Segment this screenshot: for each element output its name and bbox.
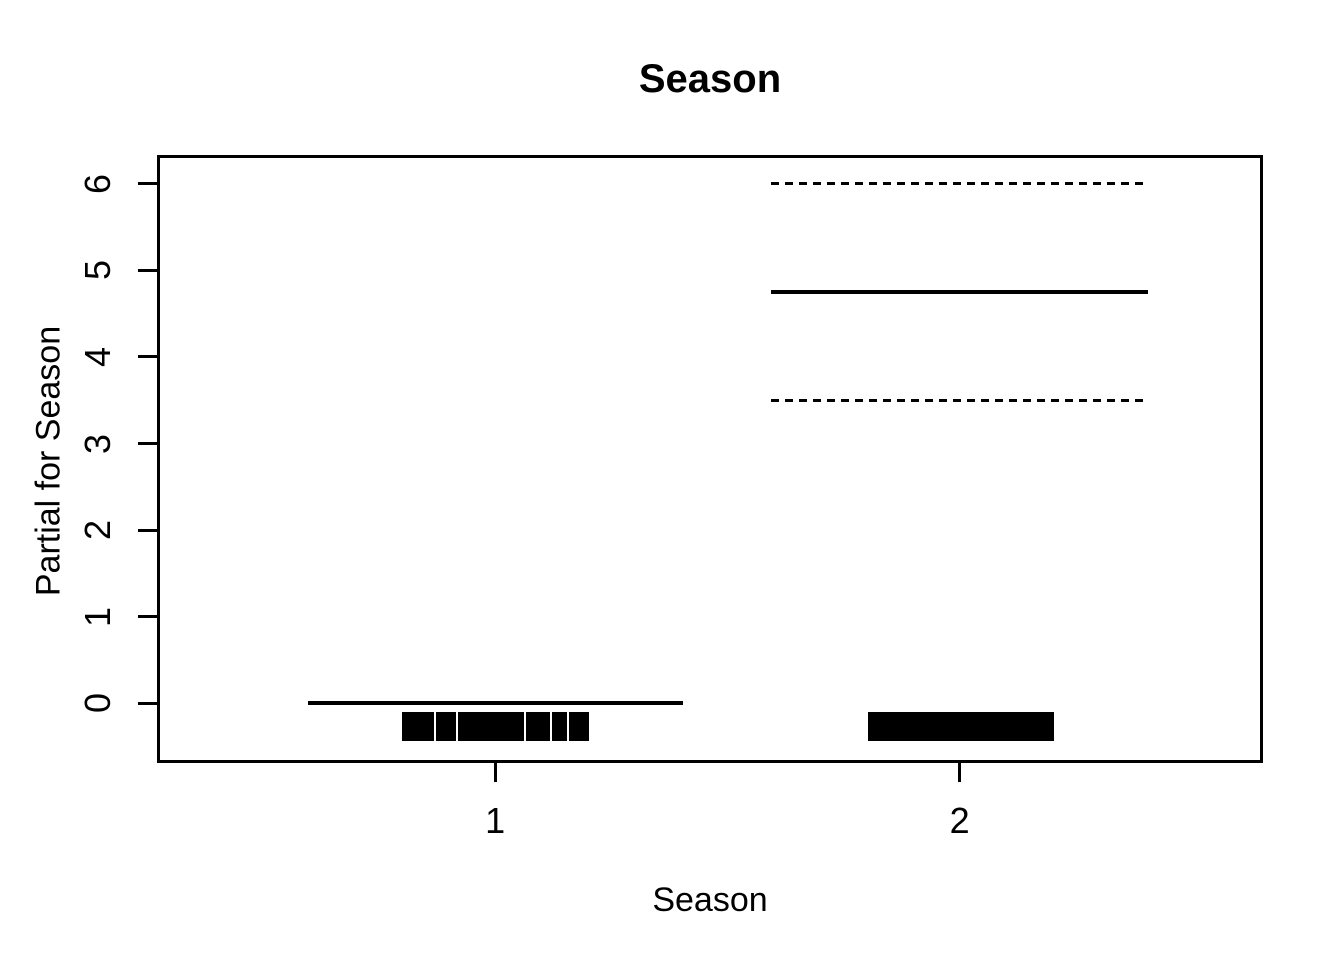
- rug-mark-season-1: [435, 711, 457, 742]
- x-tick-label: 2: [949, 800, 970, 841]
- y-axis-tick: [138, 268, 157, 272]
- rug-mark-season-2: [867, 711, 1054, 742]
- se-lower-season-2-line: [770, 398, 1148, 402]
- y-tick-label: 1: [77, 606, 118, 627]
- se-upper-season-2-line: [770, 182, 1148, 186]
- y-tick-label: 4: [77, 346, 118, 367]
- y-tick-label: 5: [77, 260, 118, 281]
- rug-mark-season-1: [402, 711, 434, 742]
- y-tick-label: 6: [77, 173, 118, 194]
- y-tick-label: 2: [77, 520, 118, 541]
- y-axis-tick: [138, 615, 157, 619]
- partial-fit-season-2-line: [770, 290, 1148, 295]
- x-axis-tick: [958, 763, 962, 782]
- partial-fit-season-1-line: [307, 701, 684, 706]
- x-axis-tick: [493, 763, 497, 782]
- y-axis-tick: [138, 355, 157, 359]
- y-axis-label: Partial for Season: [29, 325, 68, 597]
- rug-mark-season-1: [569, 711, 589, 742]
- y-axis-tick: [138, 528, 157, 532]
- rug-mark-season-1: [458, 711, 524, 742]
- y-axis-tick: [138, 182, 157, 186]
- x-axis-label: Season: [652, 881, 768, 919]
- y-tick-label: 3: [77, 433, 118, 454]
- x-tick-label: 1: [485, 800, 506, 841]
- y-axis-tick: [138, 701, 157, 705]
- y-tick-label: 0: [77, 693, 118, 714]
- y-axis-tick: [138, 442, 157, 445]
- chart-title: Season: [638, 57, 782, 101]
- plot-box: [157, 155, 1263, 763]
- rug-mark-season-1: [551, 711, 567, 742]
- rug-mark-season-1: [526, 711, 550, 742]
